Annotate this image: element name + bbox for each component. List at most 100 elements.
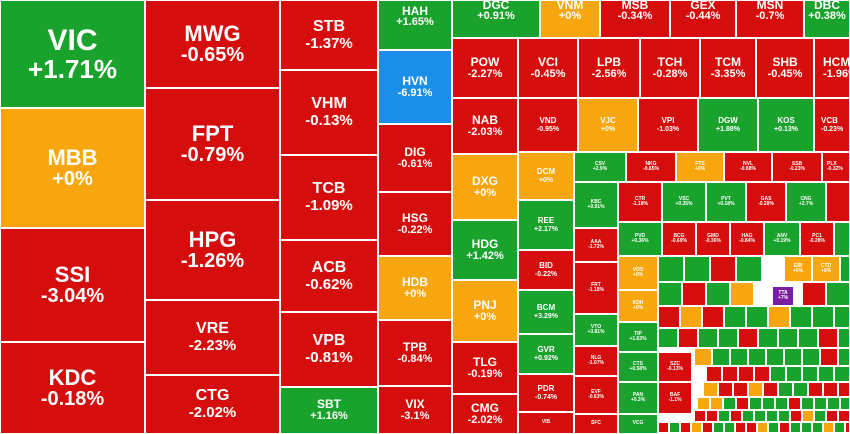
stock-tile-ree[interactable]: REE +2.17%: [518, 200, 574, 250]
stock-tile-small[interactable]: [735, 422, 746, 433]
stock-tile-small[interactable]: [724, 422, 735, 433]
stock-tile-ssi[interactable]: SSI -3.04%: [0, 228, 145, 342]
stock-tile-small[interactable]: [694, 410, 706, 422]
stock-tile-hvn[interactable]: HVN -6.91%: [378, 50, 452, 124]
stock-tile-small[interactable]: [823, 422, 834, 433]
stock-tile-small[interactable]: [758, 328, 778, 348]
stock-tile-small[interactable]: [691, 422, 702, 433]
stock-tile-ctd[interactable]: CTD +0%: [812, 256, 840, 282]
stock-tile-small[interactable]: [748, 382, 763, 397]
stock-tile-pdr[interactable]: PDR -0.74%: [518, 374, 574, 412]
stock-tile-small[interactable]: [748, 348, 766, 366]
stock-tile-small[interactable]: [801, 397, 814, 410]
stock-tile-sfc[interactable]: SFC: [574, 414, 618, 434]
stock-tile-small[interactable]: [730, 410, 742, 422]
stock-tile-small[interactable]: [838, 410, 850, 422]
stock-tile-small[interactable]: [823, 382, 838, 397]
stock-tile-vci[interactable]: VCI -0.45%: [518, 38, 578, 98]
stock-tile-small[interactable]: [793, 382, 808, 397]
stock-tile-vpb[interactable]: VPB -0.81%: [280, 312, 378, 387]
stock-tile-small[interactable]: [736, 256, 762, 282]
stock-tile-dcm[interactable]: DCM +0%: [518, 152, 574, 200]
stock-tile-msb[interactable]: MSB -0.34%: [600, 0, 670, 38]
stock-tile-vto[interactable]: VTO +3.81%: [574, 314, 618, 346]
stock-tile-vcg[interactable]: VCG: [618, 414, 658, 434]
stock-tile-vcb[interactable]: VCB -0.23%: [814, 98, 850, 152]
stock-tile-small[interactable]: [724, 306, 746, 328]
stock-tile-small[interactable]: [788, 397, 801, 410]
stock-tile-pan[interactable]: PAN +0.3%: [618, 382, 658, 414]
stock-tile-small[interactable]: [840, 397, 850, 410]
stock-tile-dig[interactable]: DIG -0.61%: [378, 124, 452, 192]
stock-tile-vre[interactable]: VRE -2.23%: [145, 300, 280, 375]
stock-tile-stb[interactable]: STB -1.37%: [280, 0, 378, 70]
stock-tile-tcb[interactable]: TCB -1.09%: [280, 155, 378, 240]
stock-tile-vpi[interactable]: VPI -1.03%: [638, 98, 698, 152]
stock-tile-small[interactable]: [658, 328, 678, 348]
stock-tile-small[interactable]: [814, 397, 827, 410]
stock-tile-hcm[interactable]: HCM -1.96%: [814, 38, 850, 98]
stock-tile-lpb[interactable]: LPB -2.56%: [578, 38, 640, 98]
stock-tile-small[interactable]: [766, 348, 784, 366]
stock-tile-small[interactable]: [820, 348, 838, 366]
stock-tile-hdb[interactable]: HDB +0%: [378, 256, 452, 320]
stock-tile-nvl[interactable]: NVL -0.88%: [724, 152, 772, 182]
stock-tile-small[interactable]: [802, 282, 826, 306]
stock-tile-msn[interactable]: MSN -0.7%: [736, 0, 804, 38]
stock-tile-small[interactable]: [712, 348, 730, 366]
stock-tile-baf[interactable]: BAF -1.1%: [658, 382, 692, 414]
stock-tile-small[interactable]: [826, 410, 838, 422]
stock-tile-small[interactable]: [754, 410, 766, 422]
stock-tile-small[interactable]: [684, 256, 710, 282]
stock-tile-small[interactable]: [763, 382, 778, 397]
stock-tile-nab[interactable]: NAB -2.03%: [452, 98, 518, 154]
stock-tile-small[interactable]: [808, 382, 823, 397]
stock-tile-gex[interactable]: GEX -0.44%: [670, 0, 736, 38]
stock-tile-hpg[interactable]: HPG -1.26%: [145, 200, 280, 300]
stock-tile-vnm[interactable]: VNM +0%: [540, 0, 600, 38]
stock-tile-small[interactable]: [738, 366, 754, 382]
stock-tile-vjc[interactable]: VJC +0%: [578, 98, 638, 152]
stock-tile-small[interactable]: [680, 422, 691, 433]
stock-tile-gmd[interactable]: GMD -0.36%: [696, 222, 730, 256]
stock-tile-bcm[interactable]: BCM +3.29%: [518, 290, 574, 334]
stock-tile-small[interactable]: [779, 422, 790, 433]
stock-tile-small[interactable]: [826, 282, 850, 306]
stock-tile-small[interactable]: [730, 348, 748, 366]
stock-tile-small[interactable]: [840, 256, 850, 282]
stock-tile-small[interactable]: [703, 382, 718, 397]
stock-tile-szc[interactable]: SZC -0.13%: [658, 352, 692, 382]
stock-tile-eib[interactable]: EIB +0%: [784, 256, 812, 282]
stock-tile-small[interactable]: [790, 410, 802, 422]
stock-tile-small[interactable]: [834, 306, 850, 328]
stock-tile-small[interactable]: [827, 397, 840, 410]
stock-tile-tcm[interactable]: TCM -3.35%: [700, 38, 756, 98]
stock-tile-vnd[interactable]: VND -0.95%: [518, 98, 578, 152]
stock-tile-small[interactable]: [834, 422, 845, 433]
stock-tile-hsg[interactable]: HSG -0.22%: [378, 192, 452, 256]
stock-tile-small[interactable]: [814, 410, 826, 422]
stock-tile-small[interactable]: [680, 306, 702, 328]
stock-tile-small[interactable]: [678, 328, 698, 348]
stock-tile-small[interactable]: [658, 422, 669, 433]
stock-tile-kbc[interactable]: KBC +0.91%: [574, 182, 618, 228]
stock-tile-small[interactable]: [766, 410, 778, 422]
stock-tile-frt[interactable]: FRT -1.18%: [574, 262, 618, 314]
stock-tile-small[interactable]: [710, 256, 736, 282]
stock-tile-small[interactable]: [658, 306, 680, 328]
stock-tile-vib[interactable]: VIB: [518, 412, 574, 434]
stock-tile-acb[interactable]: ACB -0.62%: [280, 240, 378, 312]
stock-tile-bid[interactable]: BID -0.22%: [518, 250, 574, 290]
stock-tile-small[interactable]: [749, 397, 762, 410]
stock-tile-fts[interactable]: FTS +0%: [676, 152, 724, 182]
stock-tile-small[interactable]: [786, 366, 802, 382]
stock-tile-tlg[interactable]: TLG -0.19%: [452, 342, 518, 394]
stock-tile-small[interactable]: [702, 422, 713, 433]
stock-tile-small[interactable]: [838, 348, 850, 366]
stock-tile-small[interactable]: [658, 256, 684, 282]
stock-tile-nlg[interactable]: NLG -1.07%: [574, 346, 618, 376]
stock-tile-vix[interactable]: VIX -3.1%: [378, 386, 452, 434]
stock-tile-small[interactable]: [730, 282, 754, 306]
stock-tile-small[interactable]: [818, 328, 838, 348]
stock-tile-anv[interactable]: ANV +0.19%: [764, 222, 800, 256]
